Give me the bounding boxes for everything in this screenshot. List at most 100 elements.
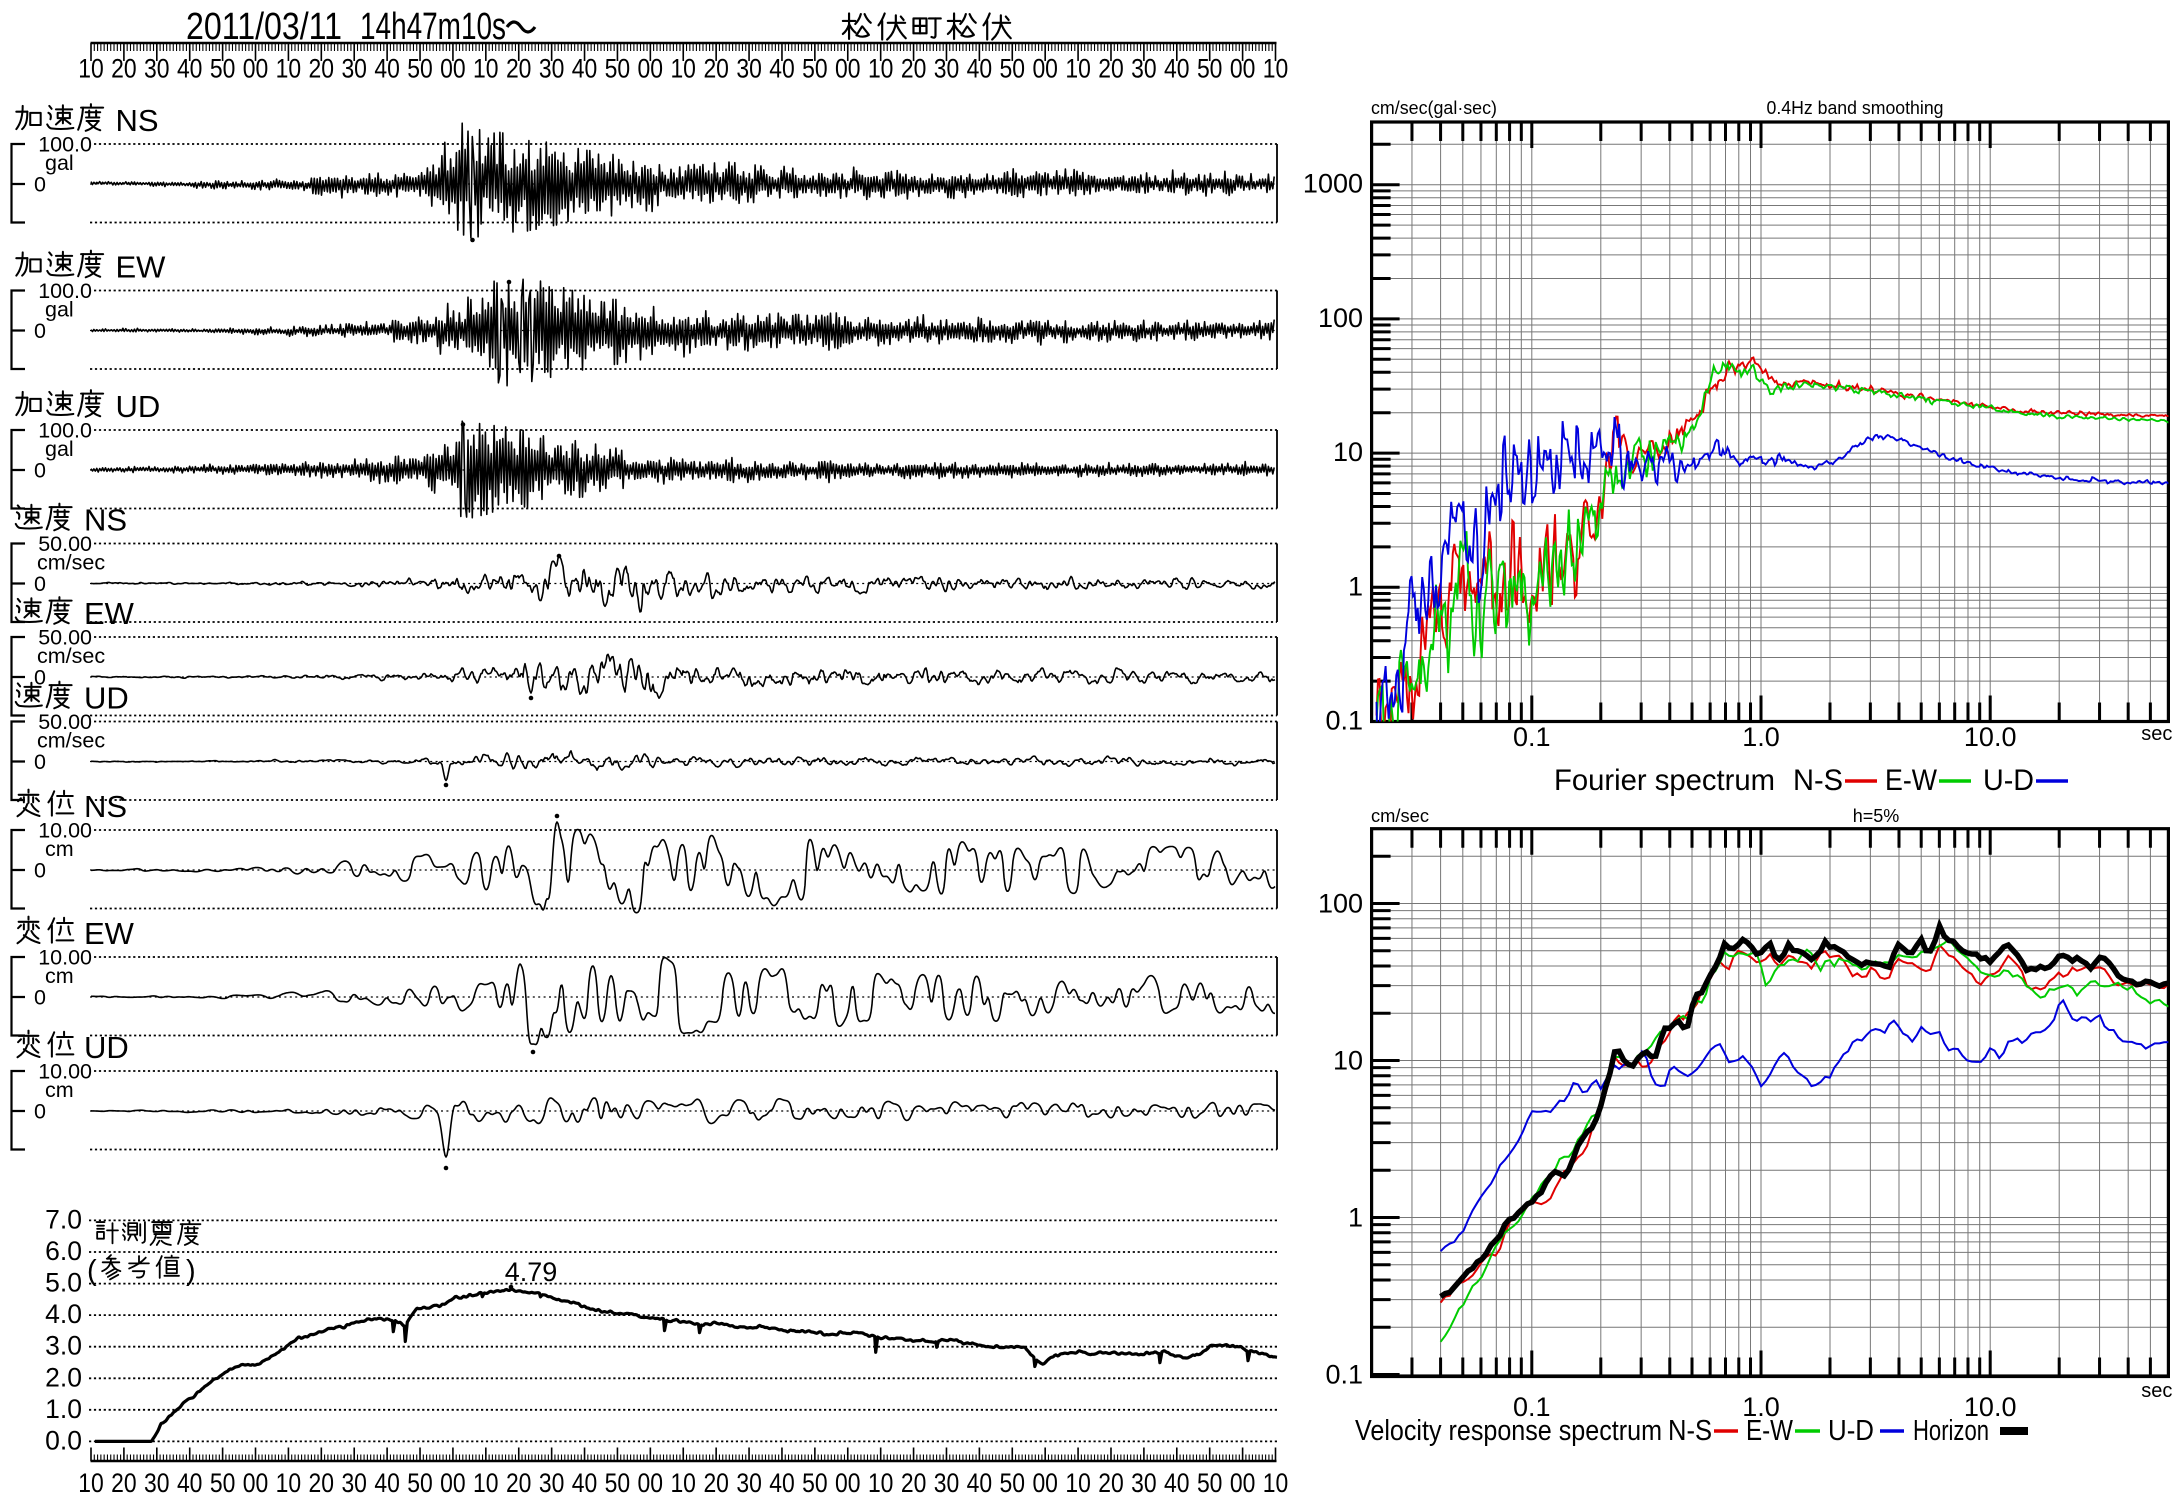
svg-text:4.0: 4.0 bbox=[45, 1299, 82, 1329]
svg-text:1.0: 1.0 bbox=[1742, 722, 1780, 752]
svg-text:U-D: U-D bbox=[1983, 764, 2034, 797]
svg-text:20: 20 bbox=[1098, 54, 1124, 84]
svg-text:50.00: 50.00 bbox=[38, 710, 92, 734]
svg-text:10: 10 bbox=[473, 1468, 499, 1498]
svg-text:50.00: 50.00 bbox=[38, 532, 92, 556]
svg-text:100.0: 100.0 bbox=[38, 419, 92, 443]
svg-text:EW: EW bbox=[84, 596, 135, 631]
svg-text:cm: cm bbox=[45, 1078, 74, 1102]
svg-text:10: 10 bbox=[78, 54, 104, 84]
svg-text:cm/sec: cm/sec bbox=[1371, 806, 1429, 826]
svg-text:gal: gal bbox=[45, 437, 74, 461]
svg-text:10: 10 bbox=[473, 54, 499, 84]
svg-text:cm/sec(gal·sec): cm/sec(gal·sec) bbox=[1371, 98, 1497, 118]
svg-text:00: 00 bbox=[835, 1468, 861, 1498]
svg-text:00: 00 bbox=[638, 1468, 664, 1498]
svg-text:50: 50 bbox=[802, 1468, 828, 1498]
svg-text:00: 00 bbox=[1230, 54, 1256, 84]
svg-text:20: 20 bbox=[506, 1468, 532, 1498]
svg-text:10: 10 bbox=[1333, 437, 1363, 467]
svg-text:00: 00 bbox=[1230, 1468, 1256, 1498]
svg-text:50: 50 bbox=[1000, 54, 1026, 84]
svg-text:cm/sec: cm/sec bbox=[37, 551, 105, 575]
svg-text:EW: EW bbox=[84, 916, 135, 951]
svg-text:cm: cm bbox=[45, 964, 74, 988]
svg-text:N-S: N-S bbox=[1793, 764, 1843, 797]
svg-text:20: 20 bbox=[309, 54, 335, 84]
svg-text:sec: sec bbox=[2141, 1380, 2172, 1402]
svg-text:00: 00 bbox=[1032, 1468, 1058, 1498]
svg-text:40: 40 bbox=[177, 1468, 203, 1498]
svg-text:cm: cm bbox=[45, 837, 74, 861]
svg-text:40: 40 bbox=[1164, 54, 1190, 84]
svg-text:0.4Hz band smoothing: 0.4Hz band smoothing bbox=[1767, 98, 1944, 118]
svg-text:30: 30 bbox=[539, 54, 565, 84]
svg-text:10.00: 10.00 bbox=[38, 819, 92, 843]
svg-text:0.1: 0.1 bbox=[1325, 1360, 1363, 1390]
svg-text:30: 30 bbox=[539, 1468, 565, 1498]
svg-text:E-W: E-W bbox=[1885, 764, 1938, 797]
svg-text:30: 30 bbox=[144, 1468, 170, 1498]
svg-text:14h47m10s: 14h47m10s bbox=[360, 6, 506, 48]
svg-text:Fourier spectrum: Fourier spectrum bbox=[1554, 764, 1775, 797]
svg-text:0: 0 bbox=[34, 319, 46, 343]
svg-text:6.0: 6.0 bbox=[45, 1236, 82, 1266]
svg-text:30: 30 bbox=[736, 1468, 762, 1498]
svg-text:10.00: 10.00 bbox=[38, 1060, 92, 1084]
svg-text:100: 100 bbox=[1318, 889, 1363, 919]
svg-text:gal: gal bbox=[45, 151, 74, 175]
svg-text:30: 30 bbox=[144, 54, 170, 84]
svg-text:50: 50 bbox=[1197, 1468, 1223, 1498]
svg-text:7.0: 7.0 bbox=[45, 1204, 82, 1234]
svg-text:UD: UD bbox=[84, 1030, 129, 1065]
svg-text:1: 1 bbox=[1348, 571, 1363, 601]
svg-text:20: 20 bbox=[111, 1468, 137, 1498]
svg-text:3.0: 3.0 bbox=[45, 1331, 82, 1361]
svg-text:10: 10 bbox=[868, 54, 894, 84]
svg-text:00: 00 bbox=[638, 54, 664, 84]
svg-text:1.0: 1.0 bbox=[45, 1394, 82, 1424]
svg-text:50: 50 bbox=[407, 1468, 433, 1498]
svg-text:40: 40 bbox=[769, 1468, 795, 1498]
svg-text:10.00: 10.00 bbox=[38, 946, 92, 970]
svg-text:30: 30 bbox=[934, 1468, 960, 1498]
svg-text:00: 00 bbox=[1032, 54, 1058, 84]
svg-text:): ) bbox=[186, 1255, 196, 1287]
svg-text:gal: gal bbox=[45, 298, 74, 322]
svg-text:0: 0 bbox=[34, 859, 46, 883]
svg-text:Velocity response spectrum: Velocity response spectrum bbox=[1355, 1415, 1662, 1447]
svg-text:10: 10 bbox=[276, 1468, 302, 1498]
svg-text:NS: NS bbox=[84, 503, 127, 538]
svg-text:00: 00 bbox=[243, 54, 269, 84]
svg-text:10: 10 bbox=[868, 1468, 894, 1498]
svg-text:40: 40 bbox=[572, 54, 598, 84]
svg-text:30: 30 bbox=[934, 54, 960, 84]
svg-text:10: 10 bbox=[78, 1468, 104, 1498]
svg-text:EW: EW bbox=[116, 250, 167, 285]
svg-text:10: 10 bbox=[670, 1468, 696, 1498]
svg-text:NS: NS bbox=[116, 103, 159, 138]
svg-text:UD: UD bbox=[116, 389, 161, 424]
svg-text:20: 20 bbox=[901, 54, 927, 84]
svg-text:0.1: 0.1 bbox=[1513, 1392, 1551, 1422]
svg-text:h=5%: h=5% bbox=[1853, 806, 1900, 826]
svg-text:0: 0 bbox=[34, 1100, 46, 1124]
svg-text:2.0: 2.0 bbox=[45, 1362, 82, 1392]
svg-text:10: 10 bbox=[1263, 54, 1289, 84]
svg-text:100.0: 100.0 bbox=[38, 279, 92, 303]
svg-text:40: 40 bbox=[177, 54, 203, 84]
svg-text:N-S: N-S bbox=[1668, 1415, 1712, 1447]
svg-text:10: 10 bbox=[1065, 54, 1091, 84]
svg-text:50: 50 bbox=[802, 54, 828, 84]
svg-text:50: 50 bbox=[210, 54, 236, 84]
svg-text:00: 00 bbox=[835, 54, 861, 84]
svg-text:10.0: 10.0 bbox=[1964, 1392, 2017, 1422]
svg-text:100: 100 bbox=[1318, 303, 1363, 333]
svg-text:50: 50 bbox=[407, 54, 433, 84]
svg-text:20: 20 bbox=[901, 1468, 927, 1498]
svg-text:50: 50 bbox=[605, 54, 631, 84]
svg-text:10: 10 bbox=[1263, 1468, 1289, 1498]
svg-text:0: 0 bbox=[34, 173, 46, 197]
svg-text:50: 50 bbox=[210, 1468, 236, 1498]
svg-text:0: 0 bbox=[34, 459, 46, 483]
